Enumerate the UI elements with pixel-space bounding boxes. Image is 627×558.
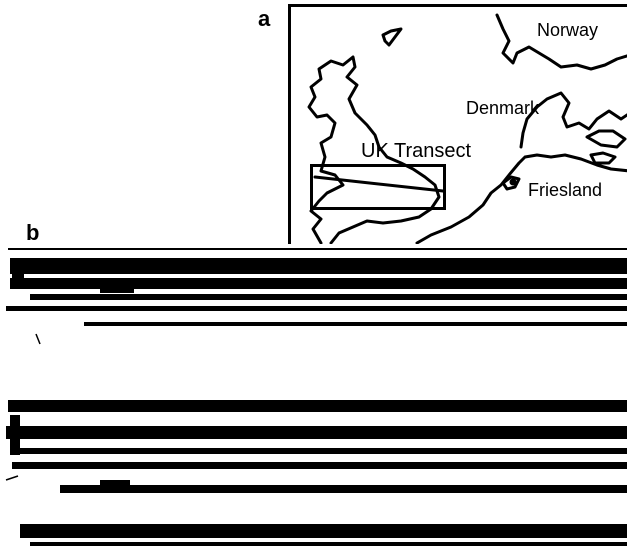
profile-band	[84, 322, 627, 326]
profile-band	[10, 448, 627, 454]
coastline-map	[307, 13, 627, 244]
profile-band	[10, 258, 627, 274]
profile-band	[8, 400, 627, 412]
place-label-norway: Norway	[537, 20, 599, 40]
shetland-island	[381, 27, 403, 47]
map-panel: Norway Denmark UK Transect Friesland	[288, 4, 627, 244]
denmark-coastline	[519, 91, 627, 149]
profile-band	[10, 278, 627, 289]
place-label-friesland: Friesland	[528, 180, 603, 200]
profile-notch	[100, 285, 134, 293]
transect-profiles-panel	[5, 248, 627, 546]
scandinavia-coastline	[495, 13, 627, 71]
continent-coastline	[415, 153, 627, 244]
danish-island-2	[589, 151, 617, 165]
profile-notch	[12, 268, 24, 282]
profile-band	[8, 248, 627, 250]
britain-coastline	[307, 55, 441, 244]
profile-band	[12, 462, 627, 469]
danish-islands	[585, 129, 627, 149]
profile-band	[30, 542, 627, 546]
profile-notch	[10, 415, 20, 455]
profile-tick	[35, 333, 41, 345]
panel-label-a: a	[258, 6, 271, 31]
profile-band	[60, 485, 627, 493]
profile-band	[20, 524, 627, 538]
place-label-uk-transect: UK Transect	[361, 140, 472, 162]
friesland-marker	[509, 178, 517, 186]
uk-transect-line	[313, 175, 445, 193]
panel-label-b: b	[26, 220, 40, 245]
friesland-islands	[501, 175, 521, 191]
place-label-denmark: Denmark	[466, 98, 540, 118]
profile-band	[6, 306, 627, 311]
profile-band	[30, 294, 627, 300]
profile-tick	[5, 475, 19, 481]
profile-band	[6, 426, 627, 439]
profile-notch	[100, 480, 130, 486]
transect-highlight-box	[310, 164, 446, 210]
